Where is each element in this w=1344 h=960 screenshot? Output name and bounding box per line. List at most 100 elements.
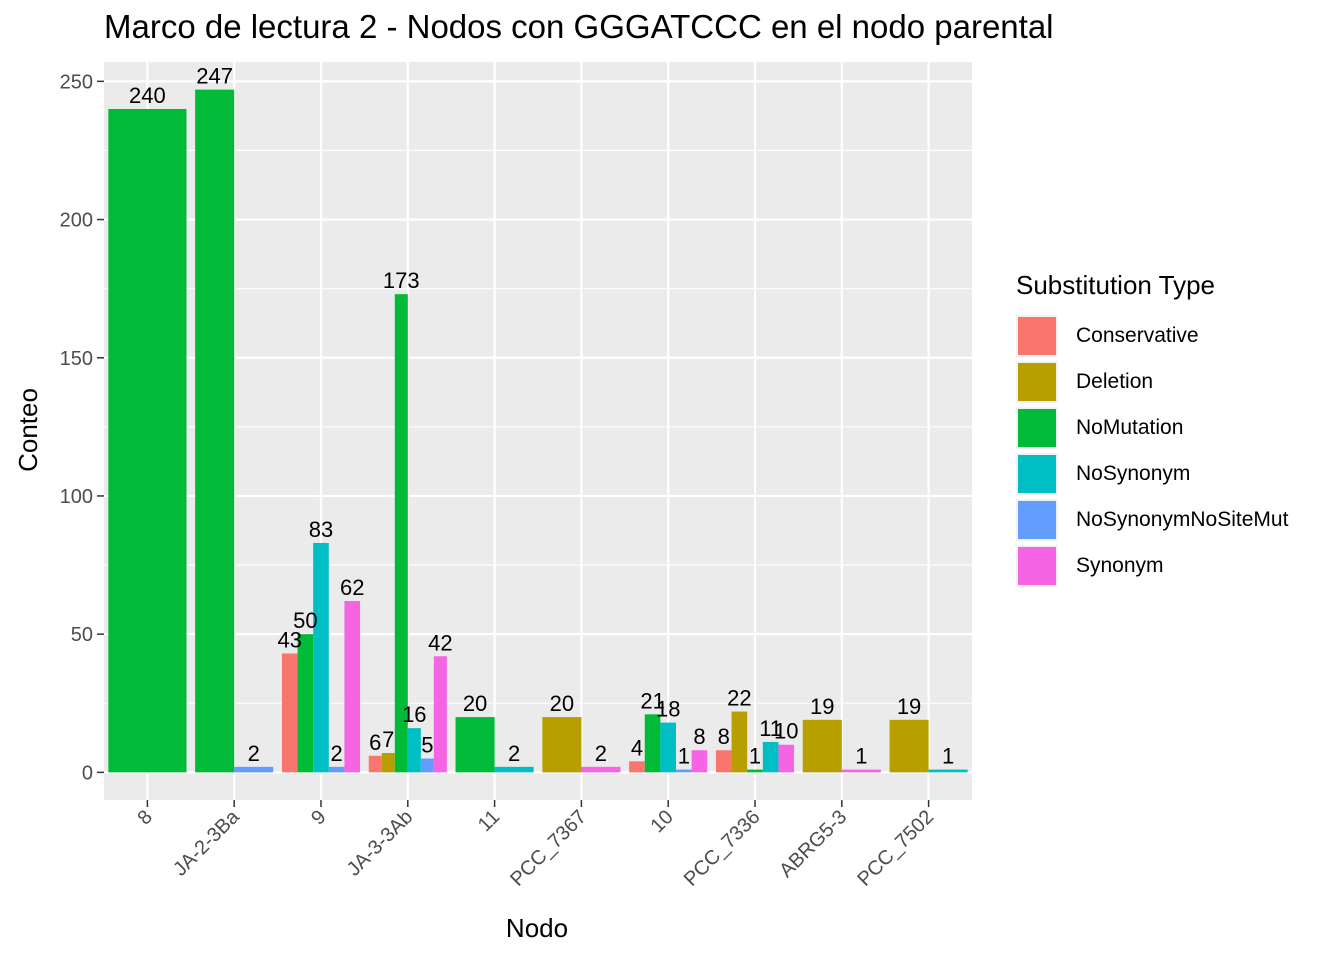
data-label: 21 (640, 688, 664, 713)
bar-nomutation (644, 714, 661, 773)
legend-item: NoSynonymNoSiteMut (1016, 497, 1288, 543)
bar-synonym (581, 766, 621, 773)
data-label: 20 (463, 691, 487, 716)
legend-item: Deletion (1016, 359, 1288, 405)
bar-synonym (344, 600, 361, 773)
x-tick-label: 11 (474, 806, 504, 836)
chart-title: Marco de lectura 2 - Nodos con GGGATCCC … (104, 8, 1054, 45)
legend-key (1016, 545, 1058, 587)
data-label: 43 (278, 628, 302, 653)
y-tick-label: 50 (71, 624, 93, 646)
bar-synonym (691, 750, 708, 773)
legend-label: NoSynonymNoSiteMut (1076, 508, 1289, 531)
data-label: 2 (248, 741, 260, 766)
bar-deletion (381, 753, 395, 773)
x-tick-label: 10 (646, 806, 677, 837)
bars-layer (108, 89, 968, 773)
data-label: 16 (402, 702, 426, 727)
legend-item: NoMutation (1016, 405, 1288, 451)
data-label: 20 (550, 691, 574, 716)
plot-panel (104, 62, 972, 800)
data-label: 1 (855, 744, 867, 769)
bar-nosynonym (494, 766, 534, 773)
legend-key (1016, 499, 1058, 541)
data-label: 2 (508, 741, 520, 766)
data-label: 62 (340, 575, 364, 600)
bar-nosynonym (407, 728, 421, 773)
y-axis-title: Conteo (13, 388, 43, 472)
y-tick-label: 200 (60, 210, 93, 232)
bar-nosynonym (660, 722, 677, 773)
legend-key (1016, 453, 1058, 495)
y-tick-label: 250 (60, 71, 93, 93)
legend-label: NoSynonym (1076, 462, 1191, 485)
data-label: 42 (428, 630, 452, 655)
x-tick-label: PCC_7336 (680, 806, 765, 891)
data-label: 18 (656, 697, 680, 722)
y-tick-label: 150 (60, 348, 93, 370)
x-tick-label: JA-2-3Ba (169, 805, 244, 880)
data-label: 173 (383, 268, 420, 293)
data-label: 2 (330, 741, 342, 766)
bar-nosynonymnositemut (328, 766, 345, 773)
bar-conservative (715, 750, 732, 773)
data-label: 11 (759, 716, 782, 741)
bar-deletion (731, 711, 748, 773)
data-label: 22 (727, 686, 751, 711)
bar-synonym (433, 656, 447, 773)
bar-nosynonymnositemut (234, 766, 274, 773)
plot-background (104, 62, 972, 800)
data-label: 8 (693, 724, 705, 749)
data-label: 247 (196, 64, 233, 89)
data-label: 1 (678, 744, 690, 769)
legend: Substitution Type Conservative Deletion No… (1016, 270, 1288, 589)
bar-nosynonym (928, 769, 968, 773)
bar-nomutation (108, 108, 187, 773)
legend-item: NoSynonym (1016, 451, 1288, 497)
legend-label: Deletion (1076, 370, 1154, 393)
bar-nosynonym (762, 741, 779, 773)
legend-label: Synonym (1076, 554, 1164, 577)
data-label: 4 (631, 735, 643, 760)
x-tick-label: PCC_7367 (506, 806, 591, 891)
data-label: 7 (382, 727, 394, 752)
bar-synonym (778, 744, 795, 773)
legend-items: Conservative Deletion NoMutation NoSynonym N… (1016, 313, 1288, 589)
data-label: 5 (421, 733, 433, 758)
data-label: 1 (942, 744, 954, 769)
x-axis-title: Nodo (506, 913, 568, 943)
bar-nomutation (394, 294, 408, 773)
bar-nomutation (747, 769, 763, 773)
legend-label: NoMutation (1076, 416, 1184, 439)
x-tick-label: PCC_7502 (853, 806, 938, 891)
data-label: 83 (309, 517, 333, 542)
bar-conservative (368, 755, 382, 773)
y-tick-label: 0 (82, 762, 93, 784)
x-tick-label: ABRG5-3 (775, 806, 851, 882)
data-label: 10 (774, 719, 798, 744)
bar-nosynonymnositemut (420, 758, 434, 773)
legend-label: Conservative (1076, 324, 1199, 347)
data-label: 2 (595, 741, 607, 766)
bar-nomutation (195, 89, 235, 773)
legend-key (1016, 361, 1058, 403)
x-tick-label: 9 (307, 806, 330, 829)
bar-nosynonym (313, 542, 329, 773)
bar-conservative (629, 761, 645, 773)
x-tick-label: JA-3-3Ab (343, 806, 418, 881)
data-label: 6 (369, 730, 381, 755)
bar-nosynonymnositemut (676, 769, 692, 773)
bar-nomutation (455, 717, 495, 773)
legend-key (1016, 407, 1058, 449)
data-label: 19 (897, 694, 921, 719)
data-label: 8 (718, 724, 730, 749)
legend-item: Conservative (1016, 313, 1288, 359)
y-tick-label: 100 (60, 486, 93, 508)
x-tick-label: 8 (134, 806, 157, 829)
data-label: 240 (129, 83, 166, 108)
data-label: 19 (810, 694, 834, 719)
bar-deletion (802, 719, 842, 773)
data-label: 50 (293, 608, 317, 633)
